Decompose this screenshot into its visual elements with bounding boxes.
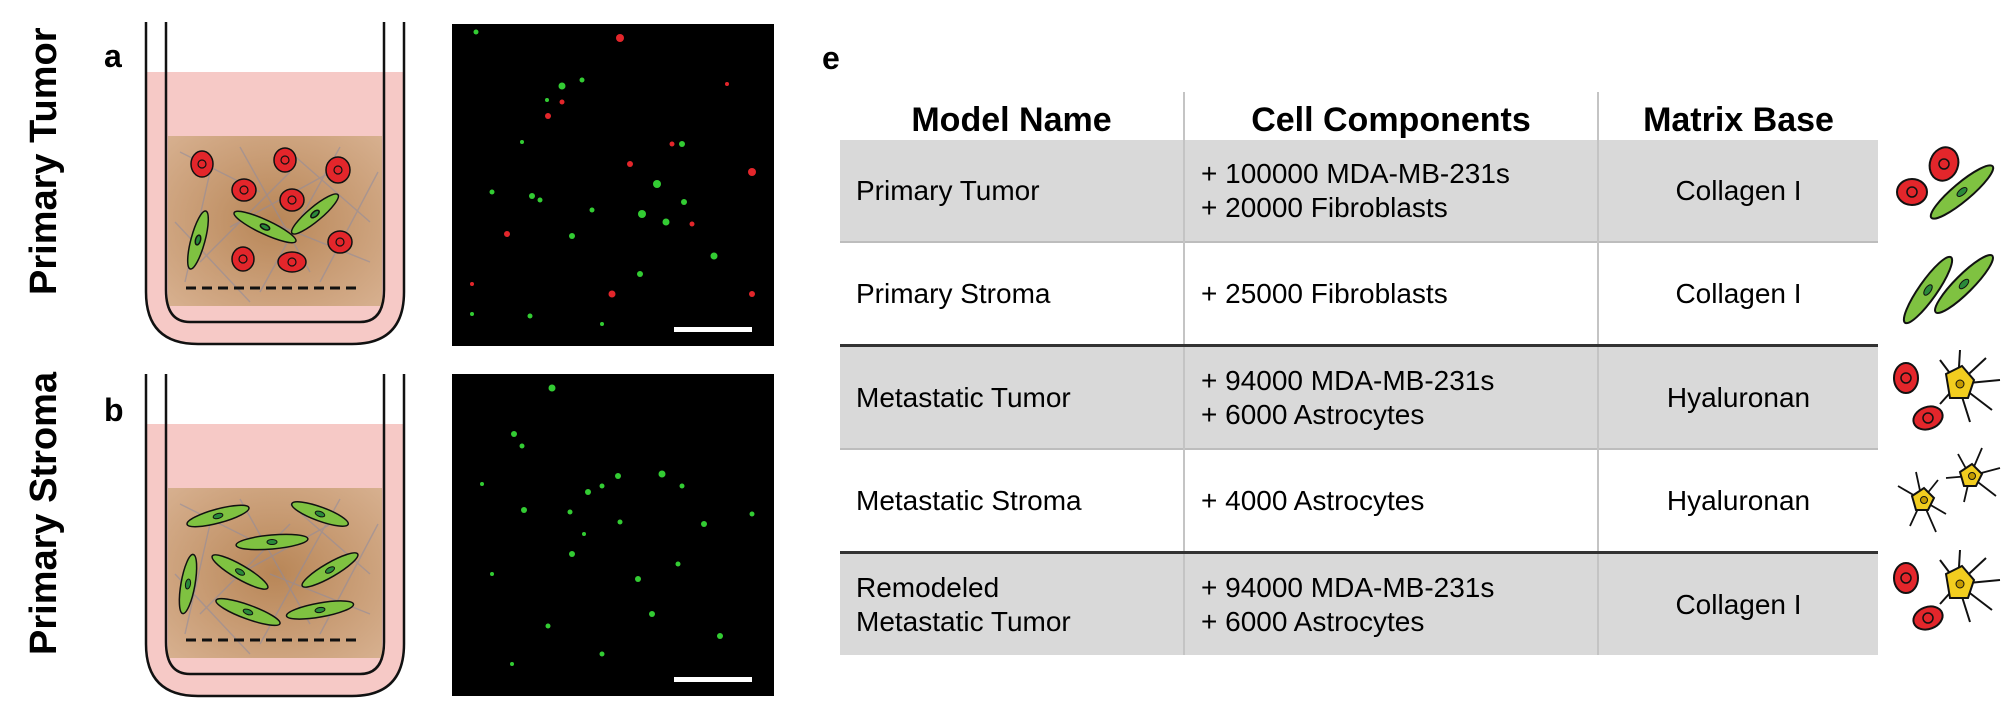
fibroblast-icon [1902, 254, 1994, 325]
component-line: + 25000 Fibroblasts [1201, 277, 1448, 309]
cell-components-cell: + 94000 MDA-MB-231s + 6000 Astrocytes [1183, 551, 1598, 655]
component-line: + 4000 Astrocytes [1201, 484, 1425, 516]
well-diagram-primary-tumor [144, 22, 406, 346]
model-name-line: Metastatic Tumor [856, 605, 1071, 637]
model-name-cell: Metastatic Tumor [840, 344, 1184, 449]
header-model-name: Model Name [911, 101, 1112, 139]
component-line: + 94000 MDA-MB-231s [1201, 364, 1495, 396]
matrix-base-cell: Collagen I [1597, 241, 1878, 346]
table-row: Primary Tumor + 100000 MDA-MB-231s + 200… [840, 140, 1878, 242]
tumor-astrocyte-icon [1893, 349, 2001, 431]
model-name-line: Remodeled [856, 571, 1000, 603]
component-line: + 6000 Astrocytes [1201, 398, 1425, 430]
tumor-cells [190, 147, 353, 273]
matrix-base-cell: Hyaluronan [1597, 344, 1878, 449]
matrix-base-cell: Hyaluronan [1597, 448, 1878, 553]
matrix-base-cell: Collagen I [1597, 551, 1878, 655]
table-row: Primary Stroma + 25000 Fibroblasts Colla… [840, 241, 1878, 346]
matrix-base-cell: Collagen I [1597, 140, 1878, 242]
tumor-fibroblast-icon [1896, 146, 1995, 220]
component-line: + 6000 Astrocytes [1201, 605, 1425, 637]
cell-components-cell: + 94000 MDA-MB-231s + 6000 Astrocytes [1183, 344, 1598, 449]
header-matrix-base: Matrix Base [1597, 92, 1878, 140]
table-row: Metastatic Tumor + 94000 MDA-MB-231s + 6… [840, 344, 1878, 449]
model-table: Model Name Cell Components Matrix Base P… [840, 92, 1878, 655]
component-line: + 20000 Fibroblasts [1201, 191, 1448, 223]
scale-bar [674, 327, 752, 332]
panel-letter-e: e [822, 40, 840, 76]
table-header-row: Model Name Cell Components Matrix Base [840, 92, 1878, 140]
cell-components-cell: + 100000 MDA-MB-231s + 20000 Fibroblasts [1183, 140, 1598, 242]
panel-letter-a: a [104, 38, 122, 74]
astrocyte-icon [1897, 447, 2001, 533]
fluorescent-cells-green [470, 29, 718, 326]
component-line: + 100000 MDA-MB-231s [1201, 157, 1510, 189]
micrograph-primary-tumor [452, 24, 774, 346]
table-row: Metastatic Stroma + 4000 Astrocytes Hyal… [840, 448, 1878, 553]
header-cell-components: Cell Components [1183, 92, 1598, 140]
scale-bar [674, 677, 752, 682]
table-row: Remodeled Metastatic Tumor + 94000 MDA-M… [840, 551, 1878, 655]
model-name-cell: Metastatic Stroma [840, 448, 1184, 553]
fluorescent-cells-red [470, 34, 756, 298]
micrograph-primary-stroma [452, 374, 774, 696]
component-line: + 94000 MDA-MB-231s [1201, 571, 1495, 603]
row-label-primary-tumor: Primary Tumor [23, 27, 65, 295]
fluorescent-cells-green [480, 384, 755, 666]
well-diagram-primary-stroma [144, 374, 406, 698]
row-label-primary-stroma: Primary Stroma [23, 371, 65, 655]
panel-letter-b: b [104, 392, 124, 428]
fibroblast-cells [186, 193, 340, 270]
model-name-cell: Primary Tumor [840, 140, 1184, 242]
cell-components-cell: + 4000 Astrocytes [1183, 448, 1598, 553]
model-name-cell: Remodeled Metastatic Tumor [840, 551, 1184, 655]
cell-components-cell: + 25000 Fibroblasts [1183, 241, 1598, 346]
tumor-astrocyte-icon [1893, 549, 2001, 631]
model-name-cell: Primary Stroma [840, 241, 1184, 346]
